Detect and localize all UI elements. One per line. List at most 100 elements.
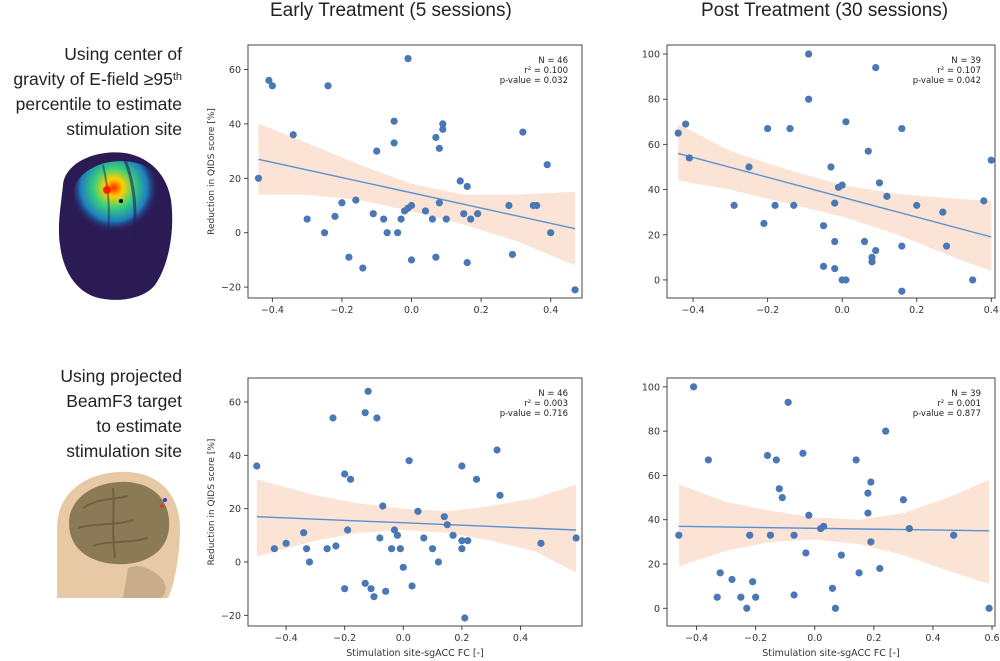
row-label-line: Using center of [64, 44, 182, 64]
row-label-line: Using projected [60, 366, 182, 386]
data-point [831, 265, 839, 273]
data-point [432, 253, 440, 261]
data-point [474, 210, 482, 218]
data-point [875, 179, 884, 187]
data-point [345, 253, 353, 261]
data-point [675, 531, 683, 539]
data-point [373, 147, 381, 155]
data-point [352, 196, 360, 204]
y-tick-label: 80 [648, 95, 660, 106]
row-label-line: percentile to estimate [15, 94, 182, 114]
data-point [458, 545, 466, 553]
data-point [320, 229, 329, 237]
data-point [537, 539, 545, 547]
data-point [728, 575, 736, 584]
stats-annotation: p-value = 0.877 [913, 409, 981, 419]
x-tick-label: 0.0 [396, 633, 411, 644]
y-tick-label: −20 [221, 283, 241, 294]
x-tick-label: −0.2 [744, 633, 767, 644]
data-point [913, 201, 921, 209]
data-point [771, 201, 779, 209]
data-point [404, 55, 412, 63]
data-point [268, 82, 276, 90]
stats-annotation: N = 46 [538, 389, 568, 399]
data-point [682, 120, 690, 128]
data-point [467, 215, 475, 223]
data-point [819, 262, 828, 270]
data-point [760, 219, 768, 228]
data-point [382, 587, 390, 595]
data-point [496, 491, 504, 499]
data-point [442, 215, 450, 223]
x-tick-label: −0.4 [275, 633, 298, 644]
data-point [745, 163, 753, 171]
data-point [435, 199, 443, 207]
data-point [899, 496, 907, 504]
data-point [837, 551, 845, 559]
data-point [775, 485, 783, 493]
data-point [376, 534, 384, 542]
data-point [764, 124, 772, 133]
data-point [332, 542, 340, 550]
x-tick-label: −0.2 [330, 305, 353, 316]
confidence-band [256, 479, 577, 573]
data-point [749, 578, 757, 586]
data-point [980, 197, 988, 205]
data-point [831, 604, 840, 612]
efield-brain-image [58, 152, 173, 300]
data-point [883, 192, 891, 200]
data-point [898, 242, 906, 250]
x-axis-label: Stimulation site-sgACC FC [-] [762, 648, 900, 659]
data-point [831, 199, 839, 207]
data-point [828, 584, 837, 592]
data-point [344, 526, 352, 534]
data-point [508, 250, 517, 259]
data-point [270, 545, 278, 553]
x-tick-label: 0.6 [984, 633, 999, 644]
data-point [329, 414, 337, 422]
row-label-line: BeamF3 target [66, 391, 182, 411]
data-point [289, 131, 297, 139]
head-brain-image [57, 471, 181, 598]
data-point [737, 593, 745, 601]
data-point [864, 489, 872, 497]
data-point [831, 237, 839, 246]
data-point [364, 387, 372, 395]
data-point [860, 237, 869, 246]
data-point [802, 549, 810, 557]
data-point [405, 457, 413, 465]
x-tick-label: −0.4 [682, 305, 705, 316]
data-point [323, 545, 331, 553]
y-tick-label: 60 [648, 471, 660, 482]
data-point [443, 521, 451, 529]
data-point [685, 154, 693, 162]
regression-line [258, 158, 576, 230]
scatter-panel-4: −0.4 −0.2 0.0 0.2 0.4 0.6 0 20 40 60 80 100 Stimulat… [642, 377, 1000, 659]
data-point [302, 545, 311, 553]
x-tick-label: 0.2 [866, 633, 881, 644]
data-point [805, 50, 813, 58]
regression-line [256, 515, 577, 531]
data-point [855, 569, 863, 577]
y-tick-label: 40 [648, 185, 660, 196]
x-tick-label: 0.4 [513, 633, 528, 644]
data-point [852, 456, 860, 464]
data-point [367, 585, 375, 593]
data-point [752, 593, 760, 601]
row-label-line: stimulation site [66, 119, 182, 139]
data-point [399, 563, 407, 571]
data-point [463, 259, 471, 267]
data-point [387, 545, 396, 553]
data-point [414, 507, 422, 515]
data-point [713, 593, 721, 601]
data-point [985, 604, 993, 612]
data-point [390, 526, 399, 534]
y-tick-label: 20 [648, 230, 660, 241]
stats-annotation: N = 39 [951, 56, 981, 66]
data-point [305, 558, 314, 566]
data-point [254, 174, 263, 182]
data-point [346, 475, 355, 483]
data-point [463, 182, 471, 191]
data-point [543, 161, 551, 169]
data-point [440, 513, 448, 521]
